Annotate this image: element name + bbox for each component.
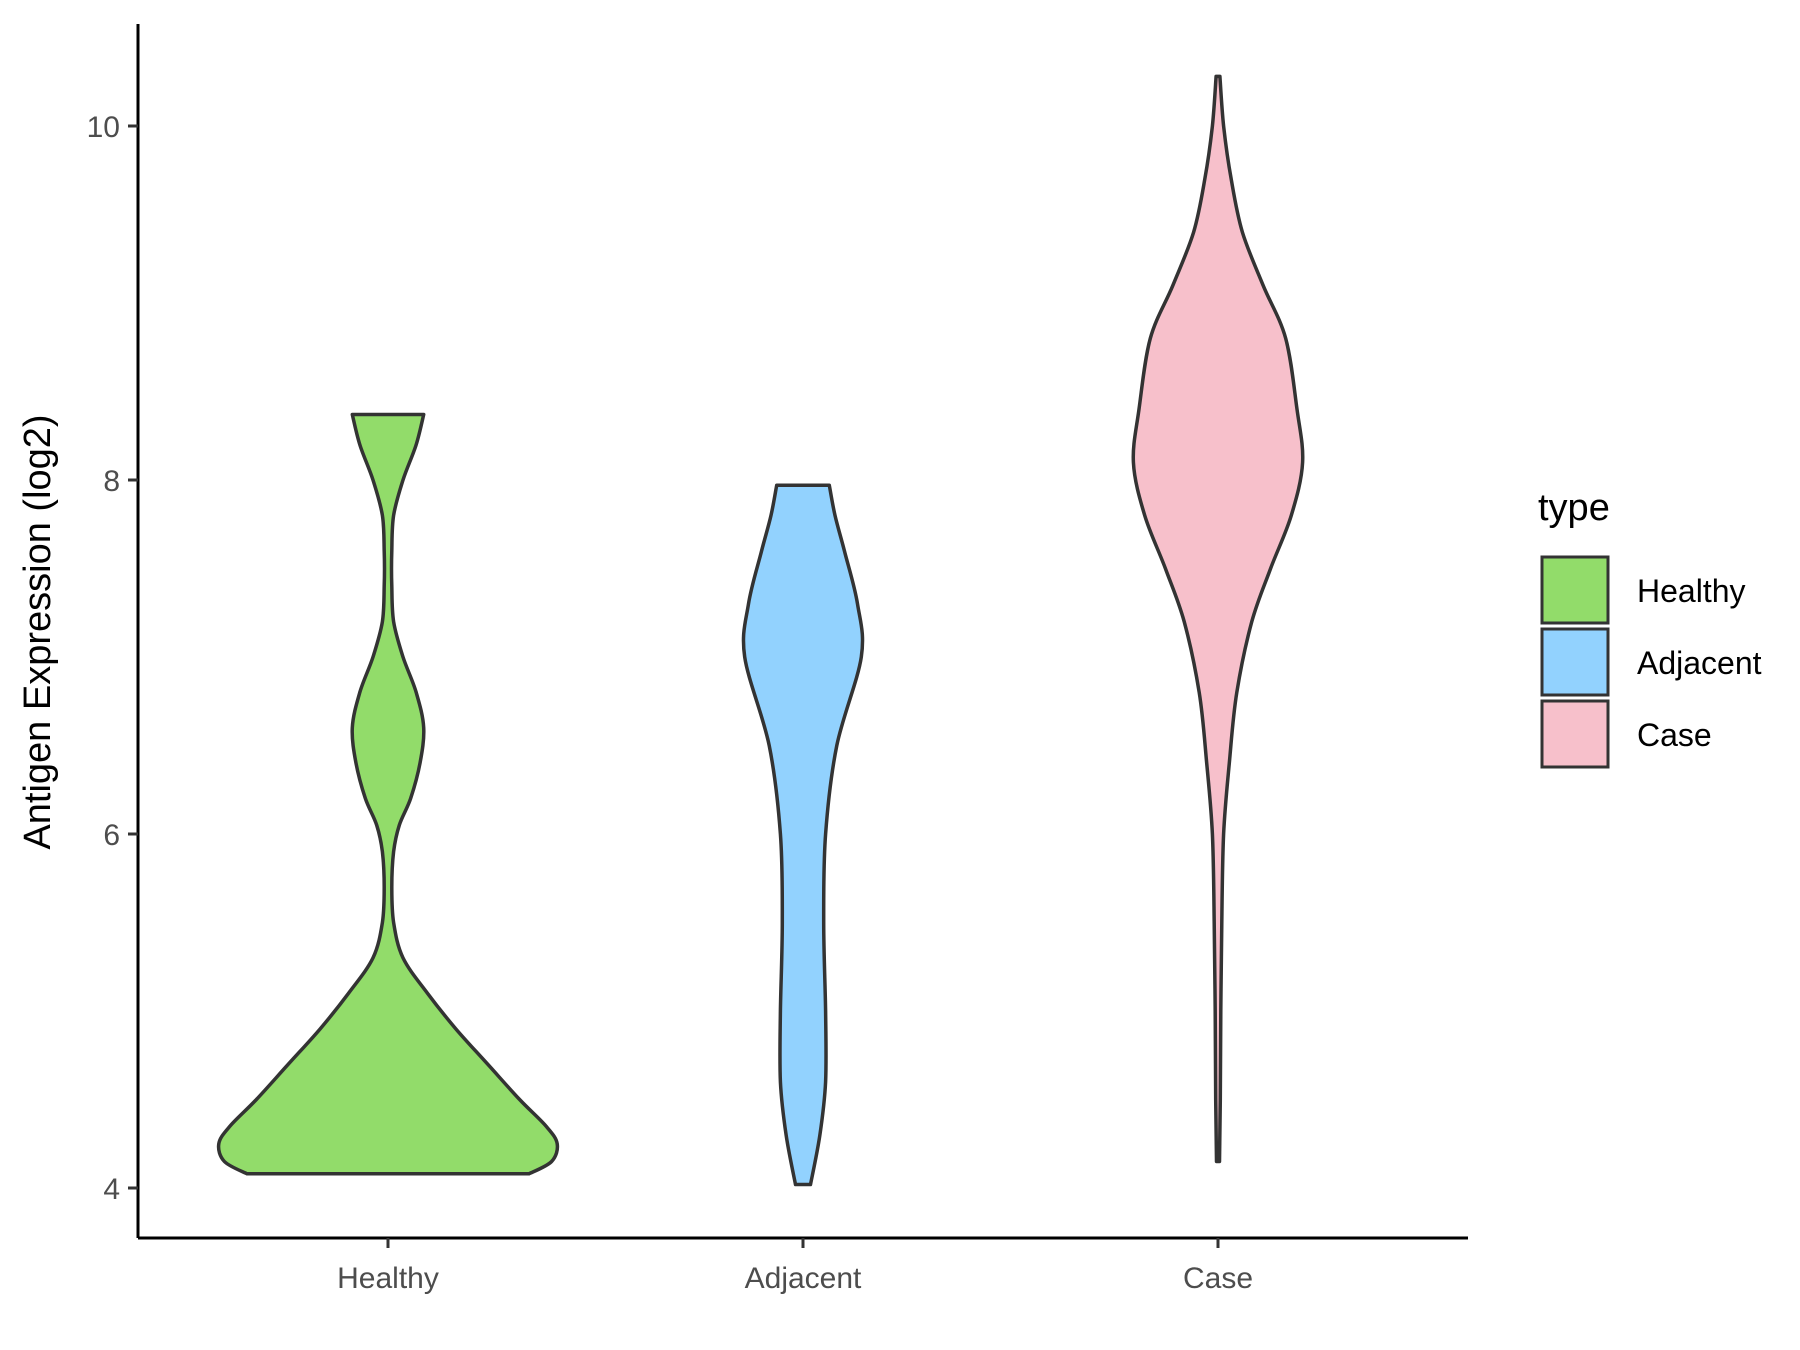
y-axis-title: Antigen Expression (log2) xyxy=(17,414,59,849)
legend-swatch-adjacent xyxy=(1540,627,1610,697)
legend-label-adjacent: Adjacent xyxy=(1637,645,1762,681)
violin-case xyxy=(1131,74,1305,1164)
legend-label-healthy: Healthy xyxy=(1637,573,1746,609)
y-tick-label: 6 xyxy=(103,819,120,852)
legend-swatch-case xyxy=(1540,699,1610,769)
legend: type Healthy Adjacent Case xyxy=(1538,487,1762,769)
x-tick-label: Healthy xyxy=(337,1262,439,1295)
legend-swatch-healthy xyxy=(1540,555,1610,625)
violin-healthy xyxy=(216,412,560,1176)
legend-label-case: Case xyxy=(1637,717,1712,753)
violin-adjacent xyxy=(741,483,865,1187)
y-tick-label: 8 xyxy=(103,465,120,498)
plot-area xyxy=(216,74,1305,1187)
y-tick-label: 10 xyxy=(87,111,120,144)
x-tick-label: Case xyxy=(1183,1262,1253,1295)
x-tick-label: Adjacent xyxy=(745,1262,862,1295)
y-tick-label: 4 xyxy=(103,1173,120,1206)
legend-title: type xyxy=(1538,487,1610,529)
axes: 4 6 8 10 Healthy Adjacent Case xyxy=(87,24,1468,1295)
